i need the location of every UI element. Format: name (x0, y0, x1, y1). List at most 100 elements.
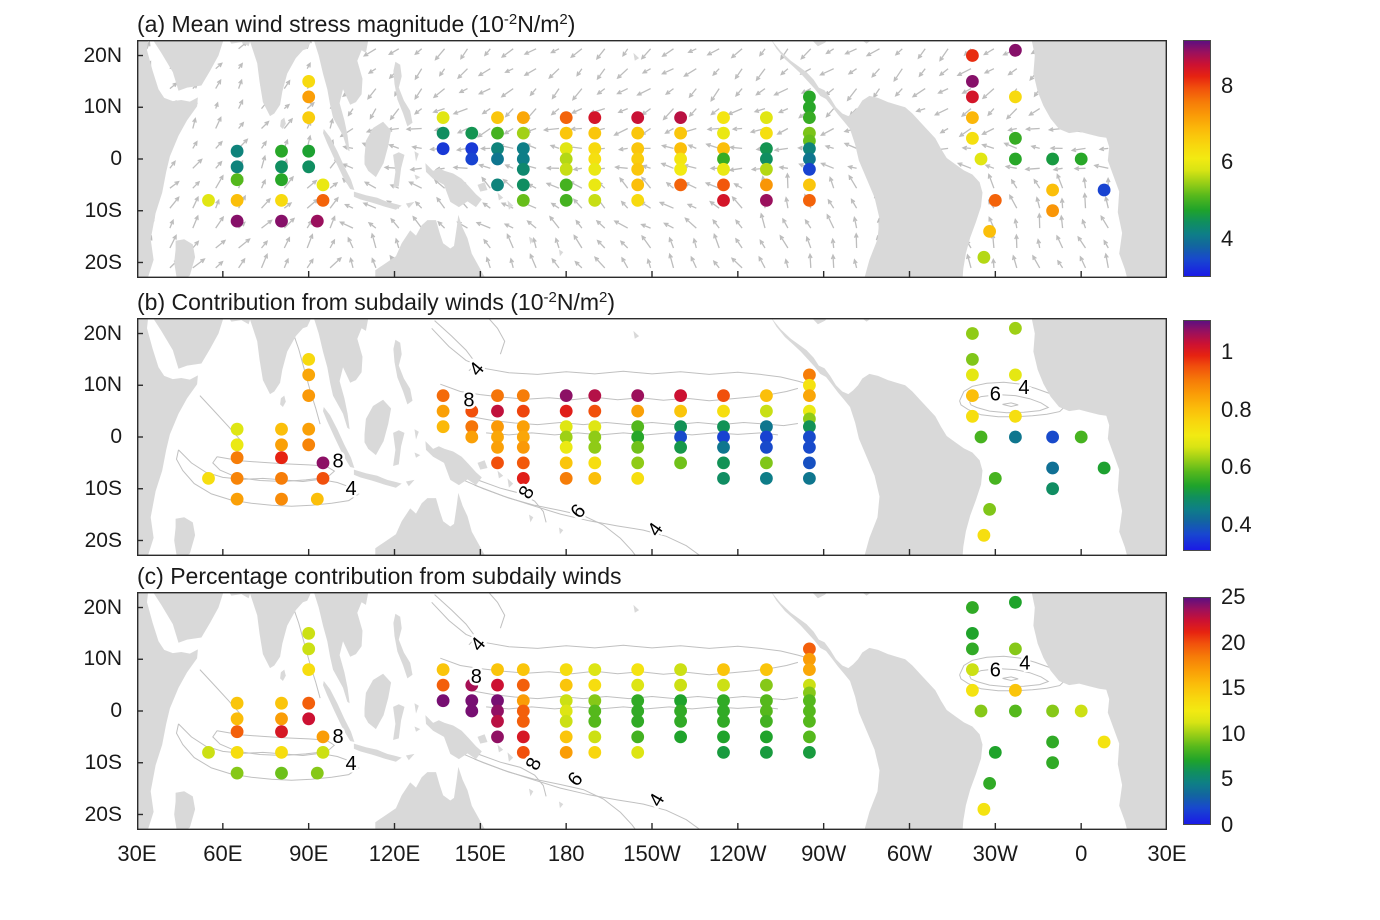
panel-b-colorbar-labels: 1 0.8 0.6 0.4 (1221, 320, 1291, 551)
buoy-dot (491, 430, 504, 444)
buoy-dot (559, 746, 573, 759)
buoy-dot (491, 730, 504, 744)
buoy-dot (588, 194, 602, 207)
buoy-dot (803, 472, 816, 485)
svg-text:4: 4 (1019, 653, 1030, 675)
buoy-dot (491, 152, 504, 166)
buoy-dot (966, 327, 979, 340)
buoy-dot (230, 438, 244, 452)
y-axis-tick-label: 10S (84, 198, 122, 222)
buoy-dot (588, 126, 602, 140)
buoy-dot (516, 472, 530, 485)
buoy-dot (988, 194, 1002, 207)
buoy-dot (988, 472, 1002, 485)
buoy-dots (202, 595, 1111, 816)
buoy-dot (491, 389, 504, 402)
buoy-dot (803, 111, 816, 124)
buoy-dot (516, 440, 530, 454)
y-axis-tick-label: 10N (83, 647, 122, 671)
buoy-dot (275, 451, 288, 465)
buoy-dot (717, 142, 730, 156)
buoy-dot (275, 422, 288, 436)
buoy-dot (230, 451, 244, 465)
y-axis-tick-label: 10S (84, 476, 122, 500)
x-axis-tick-label: 150W (623, 841, 681, 866)
buoy-dot (674, 704, 687, 718)
buoy-dot (760, 730, 773, 744)
buoy-dot (302, 368, 316, 382)
y-axis-tick-label: 20S (84, 528, 122, 552)
x-axis-tick-label: 30E (1147, 841, 1187, 866)
buoy-dot (631, 178, 645, 192)
buoy-dot (436, 694, 450, 708)
buoy-dot (1046, 704, 1059, 718)
buoy-dot (559, 430, 573, 444)
buoy-dot (559, 111, 573, 124)
buoy-dot (465, 678, 479, 692)
buoy-dot (966, 642, 979, 656)
buoy-dot (436, 420, 450, 434)
buoy-dot (674, 456, 687, 470)
buoy-dot (559, 714, 573, 728)
buoy-dot (302, 663, 316, 676)
buoy-dot (559, 694, 573, 708)
buoy-dot (760, 404, 773, 418)
buoy-dot (803, 152, 816, 166)
x-axis-tick-label: 30E (117, 841, 157, 866)
buoy-dot (803, 389, 816, 402)
buoy-dot (974, 152, 988, 166)
buoy-dot (631, 420, 645, 434)
x-axis-tick-label: 60W (886, 841, 933, 866)
buoy-dot (559, 472, 573, 485)
buoy-dot (230, 725, 244, 739)
buoy-dot (1097, 735, 1111, 749)
buoy-dot (491, 440, 504, 454)
buoy-dot (491, 663, 504, 676)
buoy-dot (302, 696, 316, 710)
buoy-dot (977, 528, 991, 542)
buoy-dot (516, 663, 530, 676)
buoy-dot (465, 430, 479, 444)
buoy-dot (465, 152, 479, 166)
svg-text:6: 6 (564, 768, 588, 791)
svg-text:4: 4 (645, 790, 670, 811)
buoy-dot (717, 663, 730, 676)
panel-frame-and-ticks (137, 318, 1167, 556)
buoy-dot (230, 492, 244, 506)
buoy-dot (491, 126, 504, 140)
buoy-dot (302, 111, 316, 124)
colorbar-tick-label: 20 (1221, 629, 1246, 655)
svg-text:8: 8 (333, 726, 344, 748)
buoy-dot (1046, 735, 1059, 749)
buoy-dot (516, 678, 530, 692)
colorbar-tick-label: 4 (1221, 225, 1234, 251)
buoy-dot (1046, 183, 1059, 197)
buoy-dot (316, 472, 330, 485)
buoy-dot (516, 111, 530, 124)
buoy-dot (1046, 756, 1059, 770)
buoy-dot (588, 704, 602, 718)
buoy-dot (631, 663, 645, 676)
buoy-dot (803, 704, 816, 718)
buoy-dot (275, 746, 288, 759)
buoy-dot (302, 90, 316, 104)
svg-text:8: 8 (515, 482, 540, 503)
x-axis-tick-labels: 30E 60E 90E 120E 150E 180 150W 120W 90W 60W 30W 0 30… (0, 841, 1380, 875)
buoy-dot (760, 678, 773, 692)
buoy-dot (588, 404, 602, 418)
buoy-dot (674, 440, 687, 454)
y-axis-tick-label: 0 (110, 699, 122, 722)
buoy-dot (230, 144, 244, 158)
buoy-dot (674, 694, 687, 708)
buoy-dot (966, 75, 979, 88)
buoy-dot (760, 456, 773, 470)
buoy-dot (1097, 461, 1111, 475)
buoy-dot (674, 152, 687, 166)
buoy-dot (760, 162, 773, 176)
buoy-dot (966, 49, 979, 62)
buoy-dot (1074, 430, 1088, 444)
buoy-dot (516, 162, 530, 176)
buoy-dot (491, 694, 504, 708)
buoy-dot (559, 678, 573, 692)
buoy-dot (717, 704, 730, 718)
